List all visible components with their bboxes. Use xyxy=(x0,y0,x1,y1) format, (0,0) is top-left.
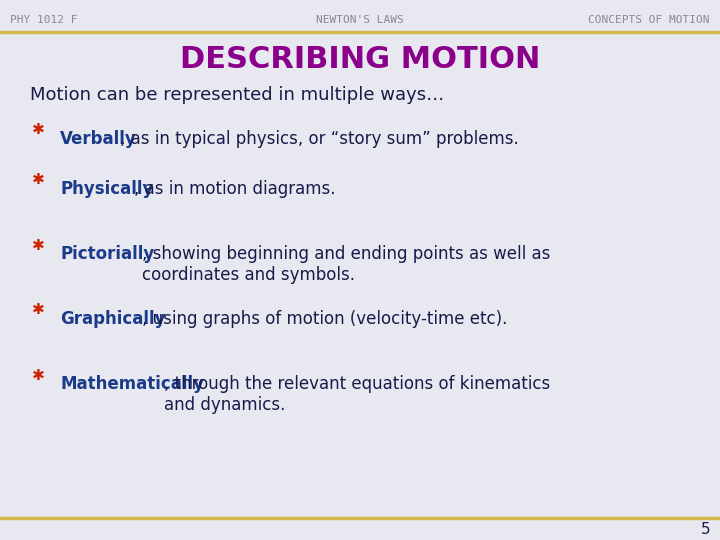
Text: , showing beginning and ending points as well as
coordinates and symbols.: , showing beginning and ending points as… xyxy=(142,245,550,284)
Text: Motion can be represented in multiple ways…: Motion can be represented in multiple wa… xyxy=(30,86,444,104)
Text: Physically: Physically xyxy=(60,180,153,198)
Text: , using graphs of motion (velocity-time etc).: , using graphs of motion (velocity-time … xyxy=(142,310,507,328)
Text: , as in typical physics, or “story sum” problems.: , as in typical physics, or “story sum” … xyxy=(120,130,518,148)
Text: ✱: ✱ xyxy=(32,238,45,253)
Text: Graphically: Graphically xyxy=(60,310,166,328)
Text: NEWTON'S LAWS: NEWTON'S LAWS xyxy=(316,15,404,25)
Text: ✱: ✱ xyxy=(32,123,45,138)
Text: ✱: ✱ xyxy=(32,368,45,382)
Text: , through the relevant equations of kinematics
and dynamics.: , through the relevant equations of kine… xyxy=(164,375,550,414)
Text: Pictorially: Pictorially xyxy=(60,245,154,263)
Text: Verbally: Verbally xyxy=(60,130,137,148)
Text: , as in motion diagrams.: , as in motion diagrams. xyxy=(135,180,336,198)
Text: 5: 5 xyxy=(701,522,710,537)
Text: PHY 1012 F: PHY 1012 F xyxy=(10,15,78,25)
Text: CONCEPTS OF MOTION: CONCEPTS OF MOTION xyxy=(588,15,710,25)
Text: ✱: ✱ xyxy=(32,302,45,318)
Text: ✱: ✱ xyxy=(32,172,45,187)
Text: DESCRIBING MOTION: DESCRIBING MOTION xyxy=(180,45,540,75)
Text: Mathematically: Mathematically xyxy=(60,375,204,393)
